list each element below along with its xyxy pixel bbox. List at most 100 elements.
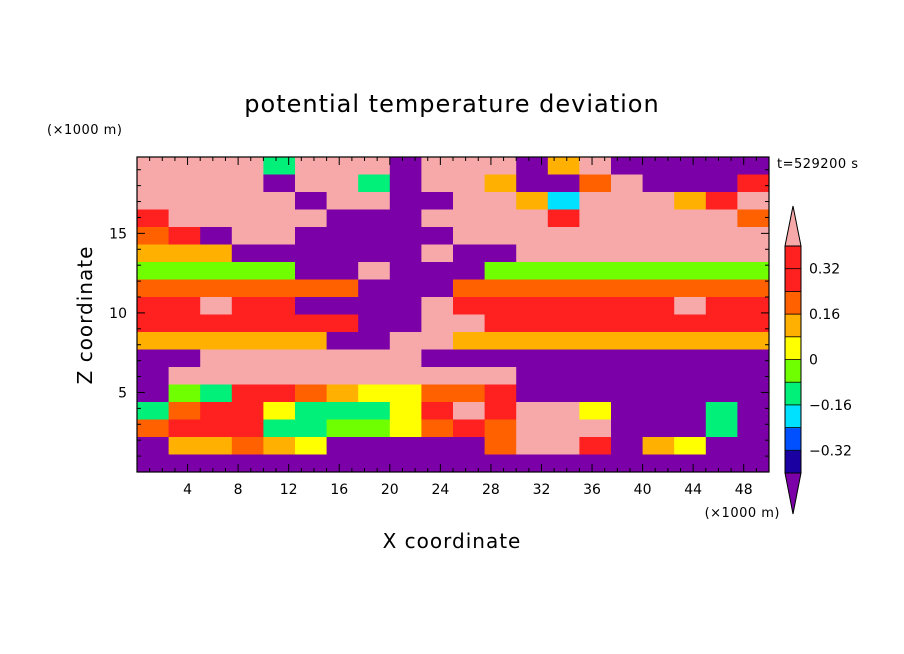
contour-cell — [579, 437, 612, 456]
contour-cell — [326, 244, 359, 263]
contour-cell — [611, 192, 644, 211]
contour-cell — [737, 437, 769, 456]
contour-cell — [642, 262, 675, 281]
x-tick-label: 16 — [330, 482, 348, 498]
contour-cell — [389, 227, 422, 246]
contour-cell — [705, 227, 738, 246]
contour-cell — [231, 157, 264, 176]
colorbar-band — [785, 450, 801, 474]
contour-cell — [705, 192, 738, 211]
contour-cell — [326, 332, 359, 351]
contour-cell — [642, 192, 675, 211]
contour-cell — [547, 174, 580, 193]
contour-cell — [421, 332, 454, 351]
contour-cell — [547, 384, 580, 403]
contour-cell — [453, 227, 486, 246]
contour-cell — [231, 419, 264, 438]
contour-cell — [295, 262, 328, 281]
contour-cell — [484, 297, 517, 316]
contour-cell — [737, 297, 769, 316]
contour-cell — [168, 314, 201, 333]
contour-cell — [421, 279, 454, 298]
contour-cell — [516, 314, 549, 333]
contour-cell — [421, 244, 454, 263]
contour-cell — [295, 419, 328, 438]
contour-cell — [263, 419, 296, 438]
contour-cell — [231, 192, 264, 211]
contour-cell — [137, 332, 170, 351]
contour-cell — [642, 209, 675, 228]
contour-cell — [611, 227, 644, 246]
contour-cell — [263, 349, 296, 368]
contour-cell — [611, 174, 644, 193]
contour-cell — [200, 244, 233, 263]
contour-cell — [453, 437, 486, 456]
contour-cell — [295, 367, 328, 386]
contour-cell — [579, 454, 612, 472]
contour-cell — [484, 419, 517, 438]
contour-cell — [737, 279, 769, 298]
contour-cell — [705, 402, 738, 421]
contour-cell — [674, 244, 707, 263]
contour-cell — [484, 314, 517, 333]
contour-cell — [358, 454, 391, 472]
contour-cell — [168, 437, 201, 456]
contour-cell — [137, 244, 170, 263]
contour-cell — [611, 402, 644, 421]
contour-cell — [421, 174, 454, 193]
contour-cell — [295, 174, 328, 193]
contour-cell — [168, 367, 201, 386]
contour-cell — [453, 244, 486, 263]
contour-cell — [295, 349, 328, 368]
contour-cell — [358, 297, 391, 316]
contour-cell — [263, 367, 296, 386]
contour-cell — [200, 227, 233, 246]
x-tick-label: 20 — [381, 482, 399, 498]
contour-cell — [516, 192, 549, 211]
contour-cell — [137, 437, 170, 456]
contour-cell — [295, 192, 328, 211]
x-axis-unit: (×1000 m) — [705, 506, 780, 521]
contour-cell — [516, 262, 549, 281]
contour-cell — [516, 157, 549, 176]
contour-cell — [674, 227, 707, 246]
contour-cell — [547, 454, 580, 472]
contour-cell — [358, 314, 391, 333]
contour-cell — [326, 349, 359, 368]
contour-cell — [737, 262, 769, 281]
contour-cell — [137, 157, 170, 176]
timestamp-label: t=529200 s — [777, 157, 859, 172]
contour-cell — [358, 174, 391, 193]
contour-cell — [168, 262, 201, 281]
contour-cell — [137, 402, 170, 421]
contour-cell — [137, 384, 170, 403]
contour-cell — [200, 332, 233, 351]
y-axis-label: Z coordinate — [73, 246, 97, 385]
contour-cell — [295, 157, 328, 176]
contour-cell — [295, 297, 328, 316]
contour-cell — [231, 384, 264, 403]
contour-cell — [231, 174, 264, 193]
contour-cell — [137, 174, 170, 193]
contour-cell — [326, 419, 359, 438]
contour-cell — [168, 384, 201, 403]
contour-cell — [389, 402, 422, 421]
contour-cell — [547, 227, 580, 246]
contour-cell — [389, 419, 422, 438]
contour-cell — [674, 279, 707, 298]
contour-cell — [421, 297, 454, 316]
contour-cell — [547, 332, 580, 351]
contour-cell — [295, 454, 328, 472]
contour-cell — [579, 297, 612, 316]
contour-cell — [642, 227, 675, 246]
contour-cell — [611, 244, 644, 263]
contour-cell — [358, 227, 391, 246]
contour-cell — [579, 157, 612, 176]
contour-cell — [737, 419, 769, 438]
contour-cell — [484, 402, 517, 421]
x-tick-label: 40 — [634, 482, 652, 498]
contour-cell — [453, 384, 486, 403]
contour-cell — [642, 437, 675, 456]
contour-cell — [579, 384, 612, 403]
contour-cell — [295, 332, 328, 351]
